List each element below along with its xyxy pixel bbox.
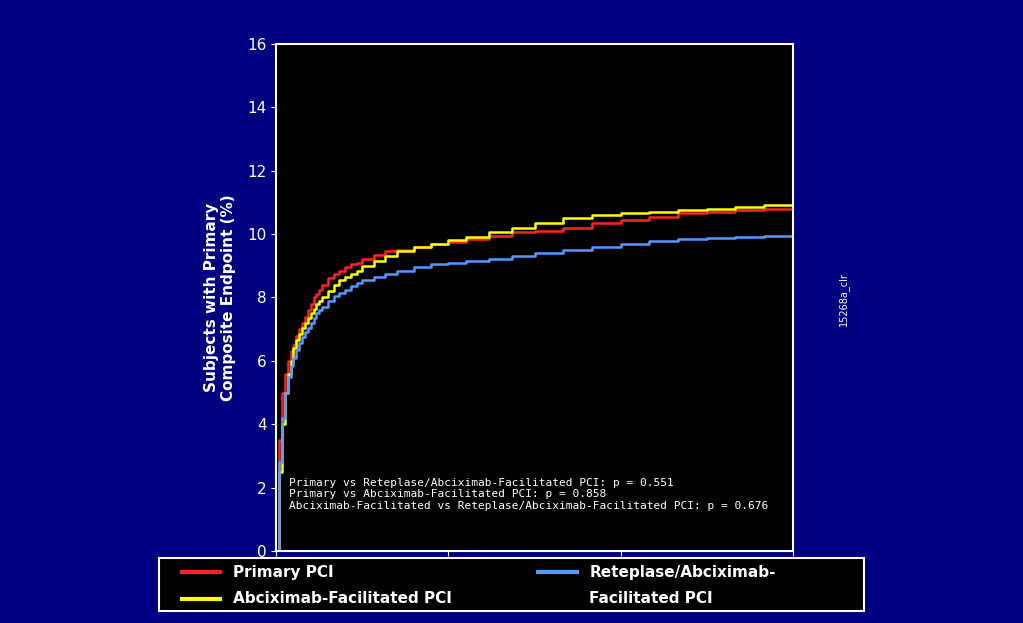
Y-axis label: Subjects with Primary
Composite Endpoint (%): Subjects with Primary Composite Endpoint… <box>204 194 236 401</box>
Text: Primary vs Reteplase/Abciximab-Facilitated PCI: p = 0.551
Primary vs Abciximab-F: Primary vs Reteplase/Abciximab-Facilitat… <box>290 478 768 511</box>
Text: Abciximab-Facilitated PCI: Abciximab-Facilitated PCI <box>232 591 451 606</box>
Text: Primary PCI: Primary PCI <box>232 565 333 580</box>
X-axis label: Days: Days <box>506 587 563 607</box>
Text: Reteplase/Abciximab-: Reteplase/Abciximab- <box>589 565 775 580</box>
Text: 15268a_clr: 15268a_clr <box>839 272 849 326</box>
Text: Facilitated PCI: Facilitated PCI <box>589 591 713 606</box>
